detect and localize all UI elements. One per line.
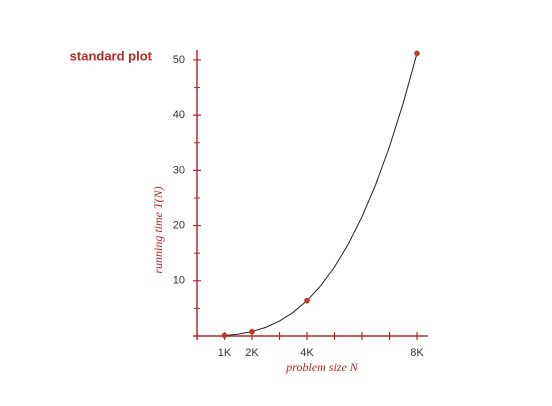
data-point [414,50,420,57]
y-tick-label: 10 [173,275,185,287]
x-tick-label: 2K [245,347,259,359]
x-tick-label: 8K [410,347,424,359]
y-tick-label: 40 [173,109,185,121]
x-axis-title: problem size N [285,360,359,374]
y-tick-label: 50 [173,54,185,66]
x-tick-label: 4K [300,347,314,359]
x-tick-label: 1K [218,347,232,359]
chart-title: standard plot [70,48,153,63]
data-point [249,328,255,335]
data-point [304,297,310,304]
y-axis-title: running time T(N) [151,186,165,273]
y-tick-label: 20 [173,219,185,231]
data-point [221,332,228,339]
curve [224,53,418,336]
y-tick-label: 30 [173,164,185,176]
